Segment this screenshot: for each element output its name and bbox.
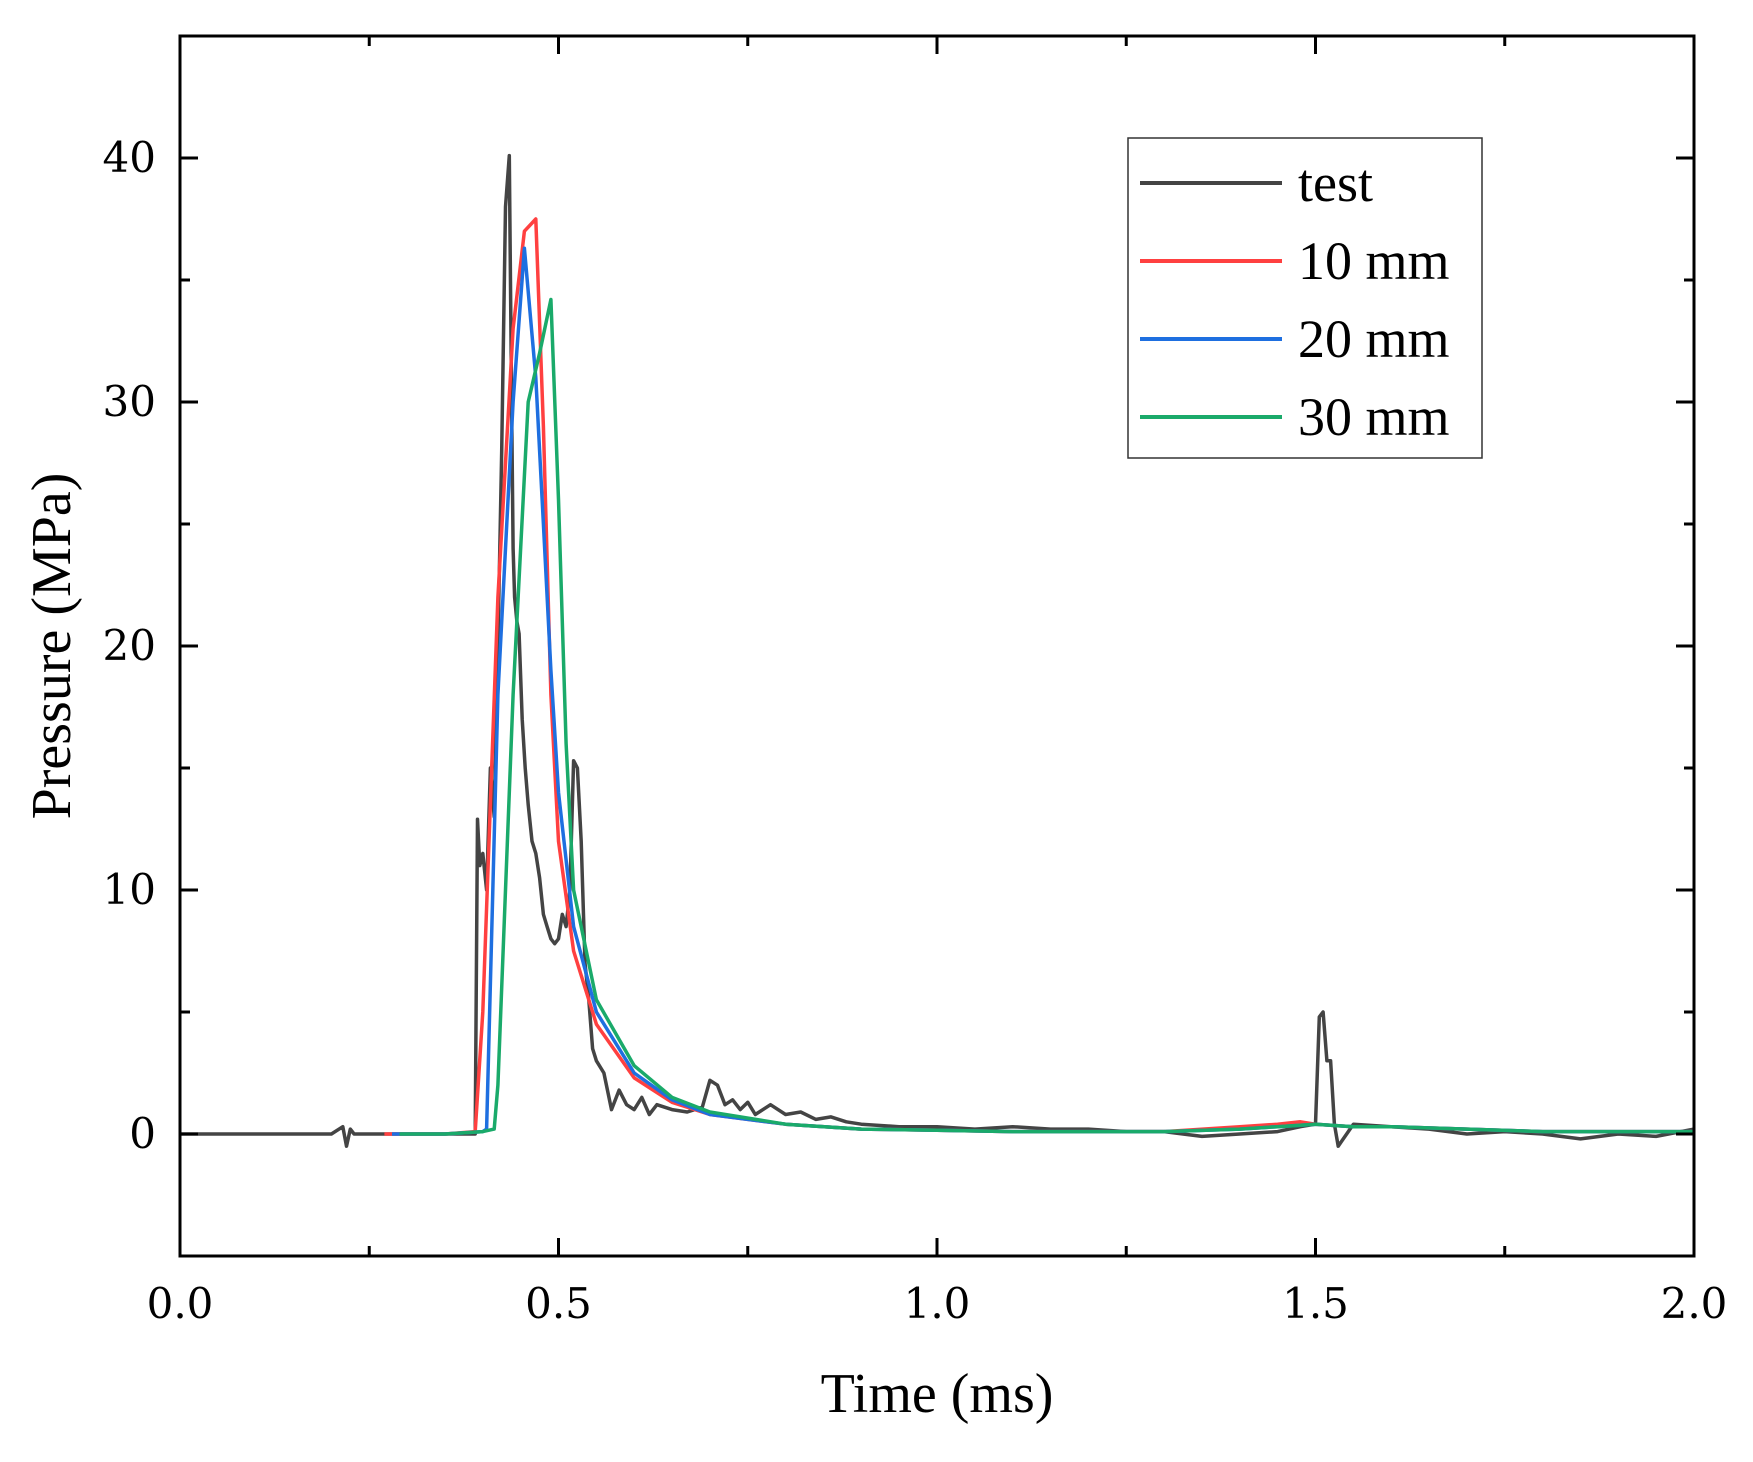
y-tick-label: 10 [103, 865, 156, 914]
x-tick-label: 1.5 [1282, 1279, 1349, 1328]
series-group [180, 153, 1695, 1148]
x-tick-label: 2.0 [1661, 1279, 1728, 1328]
legend-label: 20 mm [1298, 309, 1450, 369]
y-tick-label: 40 [103, 133, 156, 182]
x-axis-title: Time (ms) [821, 1363, 1054, 1425]
x-tick-label: 1.0 [904, 1279, 971, 1328]
series-line-30-mm [399, 297, 1694, 1136]
x-tick-labels: 0.0 0.5 1.0 1.5 2.0 [147, 1279, 1728, 1328]
x-tick-label: 0.5 [525, 1279, 592, 1328]
legend-label: test [1298, 153, 1373, 213]
y-axis-title: Pressure (MPa) [21, 473, 83, 820]
axis-ticks [178, 34, 1696, 1258]
y-tick-label: 0 [129, 1109, 156, 1158]
legend: test 10 mm 20 mm 30 mm [1127, 137, 1483, 459]
y-tick-labels: 0 10 20 30 40 [103, 133, 156, 1158]
y-tick-label: 30 [103, 377, 156, 426]
legend-label: 10 mm [1298, 231, 1450, 291]
series-line-10-mm [384, 217, 1694, 1136]
legend-label: 30 mm [1298, 387, 1450, 447]
y-tick-label: 20 [103, 621, 156, 670]
legend-box [1127, 137, 1483, 459]
x-tick-label: 0.0 [147, 1279, 214, 1328]
